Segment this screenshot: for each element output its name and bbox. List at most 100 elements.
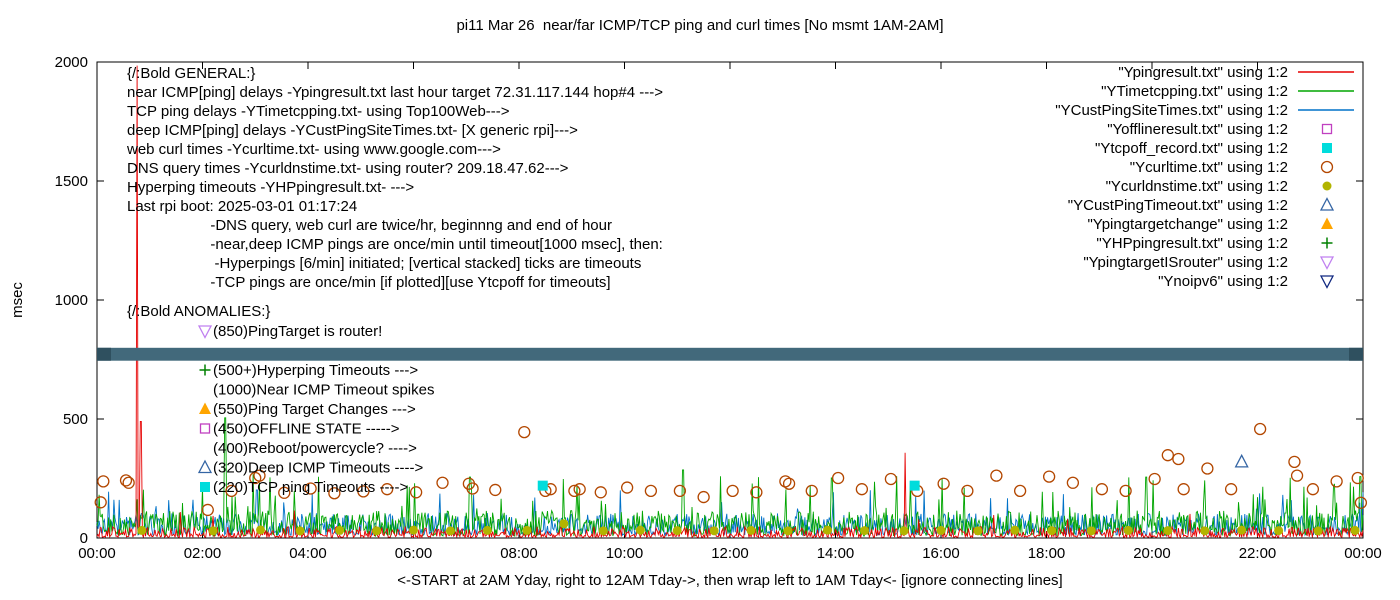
x-tick-label: 00:00: [78, 545, 116, 562]
band-endcap-right: [1349, 347, 1363, 361]
marker-Ycurldnstime: [1163, 526, 1173, 536]
marker-Ycurldnstime: [783, 526, 793, 536]
stacked-timeout-band: [97, 347, 1363, 361]
legend-label-4: "Ytcpoff_record.txt" using 1:2: [1095, 140, 1288, 157]
y-tick-label: 0: [80, 530, 88, 547]
marker-Ycurldnstime: [709, 526, 719, 536]
legend-marker-6: [1322, 181, 1332, 191]
marker-Ycurltime: [1161, 449, 1174, 462]
legend-label-10: "YpingtargetISrouter" using 1:2: [1083, 254, 1288, 271]
anomaly-icon-6: [197, 459, 213, 474]
anomaly-line: (1000)Near ICMP Timeout spikes: [213, 382, 434, 399]
legend-marker-5: [1320, 160, 1334, 174]
marker-Ycurldnstime: [482, 525, 492, 535]
legend-label-8: "Ypingtargetchange" using 1:2: [1087, 216, 1288, 233]
x-tick-label: 20:00: [1133, 545, 1171, 562]
marker-Ycurldnstime: [598, 526, 608, 536]
marker-Ycurltime: [1177, 483, 1190, 496]
anomalies-header: {/:Bold ANOMALIES:}: [127, 303, 270, 320]
plot-generated: 0 500 1000 1500 2000 00:00 02:00 04:00 06:00 08:0…: [55, 54, 1382, 562]
x-tick-label: 16:00: [922, 545, 960, 562]
legend-label-1: "YTimetcpping.txt" using 1:2: [1101, 83, 1288, 100]
x-tick-label: 10:00: [606, 545, 644, 562]
marker-Ycurltime: [278, 486, 291, 499]
general-line: TCP ping delays -YTimetcpping.txt- using…: [127, 103, 510, 120]
marker-Ytcpoff_record: [909, 480, 920, 491]
general-line: -DNS query, web curl are twice/hr, begin…: [127, 217, 612, 234]
marker-Ycurltime: [1172, 452, 1185, 466]
chart-title: pi11 Mar 26 near/far ICMP/TCP ping and c…: [456, 17, 943, 34]
anomaly-line: (500+)Hyperping Timeouts --->: [213, 362, 418, 379]
marker-Ycurldnstime: [746, 525, 756, 535]
marker-Ycurltime: [782, 477, 796, 490]
marker-Ycurltime: [779, 475, 792, 488]
anomaly-icon-4: [199, 423, 211, 434]
marker-Ycurldnstime: [860, 526, 870, 536]
marker-Ycurltime: [855, 483, 869, 496]
marker-Ycurltime: [201, 503, 214, 517]
marker-Ycurltime: [304, 482, 317, 495]
annotations: {/:Bold GENERAL:} near ICMP[ping] delays …: [126, 65, 663, 496]
x-tick-label: 08:00: [500, 545, 538, 562]
marker-Ycurltime: [409, 486, 423, 499]
x-tick-label: 22:00: [1239, 545, 1277, 562]
marker-Ycurltime: [750, 486, 763, 499]
marker-Ycurltime: [97, 475, 110, 488]
marker-Ycurltime: [328, 487, 341, 500]
marker-Ycurltime: [937, 477, 950, 490]
marker-Ycurldnstime: [936, 525, 946, 535]
marker-Ycurldnstime: [295, 526, 305, 536]
marker-Ycurltime: [961, 484, 974, 498]
marker-Ycurldnstime: [973, 526, 983, 536]
y-tick-label: 2000: [55, 54, 88, 71]
legend-label-0: "Ypingresult.txt" using 1:2: [1118, 64, 1288, 81]
marker-Ycurldnstime: [823, 525, 833, 535]
marker-Ycurldnstime: [445, 526, 455, 536]
anomaly-line: (400)Reboot/powercycle? ---->: [213, 440, 417, 457]
marker-Ycurltime: [594, 486, 607, 499]
marker-Ycurltime: [1330, 475, 1343, 488]
marker-Ycurldnstime: [409, 525, 418, 535]
band-endcap-left: [97, 347, 111, 361]
marker-Ycurltime: [1148, 472, 1161, 486]
general-line: DNS query times -Ycurldnstime.txt- using…: [127, 160, 569, 177]
marker-Ycurltime: [122, 476, 135, 489]
marker-Ycurltime: [436, 476, 449, 489]
marker-Ycurltime: [1066, 476, 1080, 489]
marker-Ycurldnstime: [522, 525, 532, 535]
marker-Ycurltime: [1095, 483, 1109, 496]
x-axis-label: <-START at 2AM Yday, right to 12AM Tday-…: [397, 572, 1062, 589]
marker-Ycurltime: [119, 474, 133, 487]
y-tick-label: 500: [63, 411, 88, 428]
series-Ycurldnstime-points: [137, 519, 1360, 536]
marker-Ycurltime: [831, 471, 845, 485]
general-line: Hyperping timeouts -YHPpingresult.txt- -…: [127, 179, 414, 196]
marker-Ycurltime: [225, 484, 238, 498]
marker-Ycurldnstime: [1047, 526, 1057, 536]
anomaly-line: (550)Ping Target Changes --->: [213, 401, 416, 418]
marker-Ycurltime: [1290, 469, 1304, 482]
marker-Ycurldnstime: [256, 525, 266, 535]
marker-Ycurldnstime: [1350, 525, 1360, 535]
anomaly-line: (450)OFFLINE STATE ----->: [213, 421, 400, 438]
marker-Ycurltime: [1306, 483, 1320, 496]
marker-Ycurltime: [697, 490, 710, 504]
marker-Ycurldnstime: [335, 525, 345, 535]
legend-marker-3: [1321, 123, 1333, 135]
general-line: Last rpi boot: 2025-03-01 01:17:24: [127, 198, 357, 215]
anomaly-icon-0: [197, 325, 213, 339]
legend-label-2: "YCustPingSiteTimes.txt" using 1:2: [1055, 102, 1288, 119]
marker-Ycurltime: [489, 483, 502, 497]
marker-Ycurldnstime: [1123, 525, 1133, 535]
y-axis-label: msec: [9, 282, 26, 318]
marker-Ycurldnstime: [1313, 526, 1323, 536]
x-tick-label: 00:00: [1344, 545, 1382, 562]
marker-Ycurltime: [990, 469, 1003, 482]
marker-Ycurltime: [1253, 422, 1267, 436]
marker-Ycurltime: [466, 482, 479, 495]
band-layer: [97, 347, 1363, 361]
y-tick-label: 1000: [55, 292, 88, 309]
legend: "Ypingresult.txt" using 1:2 "YTimetcpping…: [1055, 64, 1354, 290]
marker-Ycurltime: [673, 484, 687, 498]
